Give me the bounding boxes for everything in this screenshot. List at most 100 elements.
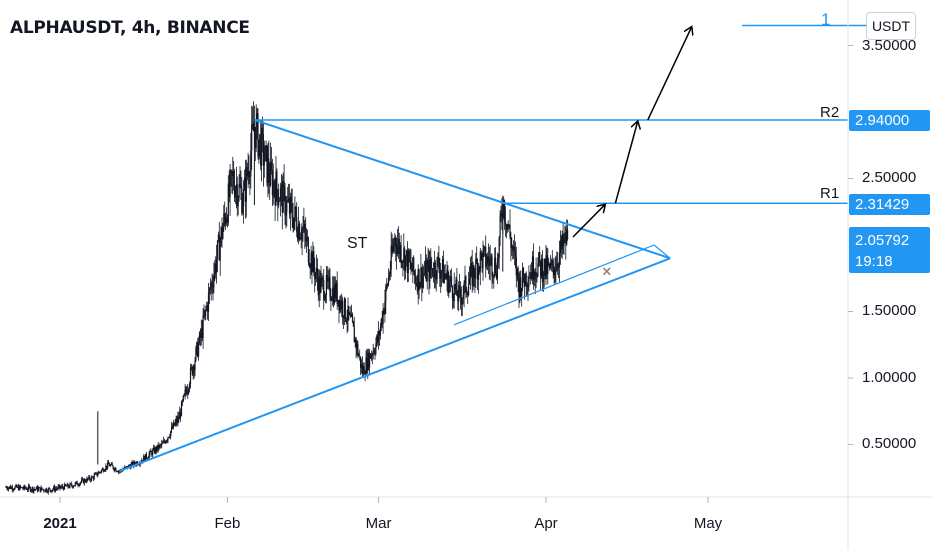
candle-body	[391, 245, 393, 253]
candle-body	[315, 273, 317, 280]
candle-body	[462, 294, 464, 299]
candle-body	[218, 234, 220, 261]
candle-body	[288, 198, 290, 201]
candle-body	[52, 489, 54, 491]
candle-body	[476, 258, 478, 263]
candle-body	[110, 463, 112, 465]
candle-body	[451, 286, 453, 299]
candle-body	[193, 366, 195, 371]
candle-body	[439, 269, 441, 279]
candle-body	[132, 462, 134, 466]
candle-body	[113, 468, 115, 471]
candle-body	[30, 490, 32, 492]
candle-body	[301, 229, 303, 240]
candle-body	[27, 489, 29, 491]
candle-body	[488, 261, 490, 267]
candle-body	[223, 213, 225, 228]
candle-body	[64, 484, 66, 486]
candle-body	[425, 260, 427, 281]
candle-body	[28, 485, 30, 488]
candle-body	[422, 274, 424, 288]
candle-body	[503, 200, 505, 214]
candle-body	[526, 285, 528, 287]
candle-body	[74, 482, 76, 486]
candle-body	[59, 485, 61, 489]
candle-body	[111, 463, 113, 466]
candle-body	[86, 478, 88, 482]
time-tick-label: Apr	[534, 515, 558, 532]
candle-body	[7, 488, 9, 490]
candle-body	[272, 181, 274, 196]
candle-body	[6, 487, 8, 489]
candle-body	[279, 201, 281, 202]
candle-body	[103, 470, 105, 472]
candle-body	[432, 274, 435, 278]
candle-body	[40, 487, 42, 492]
candle-body	[501, 212, 503, 218]
candle-body	[456, 279, 458, 296]
candle-body	[335, 282, 337, 298]
candle-body	[398, 238, 400, 254]
candle-body	[224, 213, 226, 217]
candle-body	[330, 297, 332, 301]
candle-body	[379, 327, 381, 336]
candle-body	[400, 245, 402, 263]
candle-body	[99, 471, 101, 473]
candle-body	[274, 189, 276, 205]
candle-body	[458, 285, 460, 302]
candle-body	[405, 255, 407, 272]
candle-body	[463, 282, 465, 295]
candle-body	[147, 457, 149, 459]
candle-body	[333, 287, 335, 304]
candle-body	[351, 314, 354, 322]
candle-body	[538, 252, 540, 264]
candle-body	[257, 113, 259, 157]
candle-body	[446, 269, 448, 279]
candle-body	[539, 252, 541, 261]
candle-body	[43, 489, 45, 491]
candle-body	[447, 269, 449, 294]
candle-body	[34, 489, 36, 490]
candle-body	[235, 184, 237, 190]
candle-body	[412, 257, 414, 272]
candle-body	[322, 277, 324, 280]
candle-body	[530, 272, 532, 278]
candle-body	[475, 258, 477, 279]
candle-body	[367, 352, 369, 371]
candle-body	[293, 217, 295, 229]
candle-body	[436, 257, 438, 280]
currency-selector[interactable]: USDT	[866, 12, 916, 40]
candle-body	[468, 279, 471, 285]
trendline-upper	[254, 119, 671, 260]
candle-body	[46, 491, 48, 493]
candle-body	[45, 488, 48, 492]
trendline-lower	[119, 257, 671, 473]
candle-body	[11, 487, 13, 490]
candle-body	[18, 486, 20, 491]
candle-body	[261, 128, 264, 135]
candle-body	[159, 444, 161, 446]
candle-body	[566, 229, 568, 245]
candle-body	[287, 200, 289, 202]
candle-body	[76, 481, 78, 485]
countdown-timer: 19:18	[855, 253, 893, 270]
candle-body	[270, 161, 273, 171]
candle-body	[477, 262, 479, 280]
candle-body	[102, 468, 104, 472]
candle-body	[306, 237, 309, 239]
candle-body	[511, 246, 513, 249]
candle-body	[509, 225, 511, 237]
candle-body	[523, 280, 525, 287]
candle-body	[24, 485, 26, 489]
candle-body	[423, 273, 426, 274]
candle-body	[170, 431, 172, 437]
candle-body	[83, 479, 85, 484]
candle-body	[143, 456, 145, 462]
candle-body	[419, 282, 421, 289]
candle-body	[343, 298, 345, 319]
price-tick-2-5: 2.50000	[862, 169, 917, 186]
candle-body	[288, 198, 291, 214]
candle-body	[454, 284, 456, 290]
candle-body	[214, 263, 216, 275]
